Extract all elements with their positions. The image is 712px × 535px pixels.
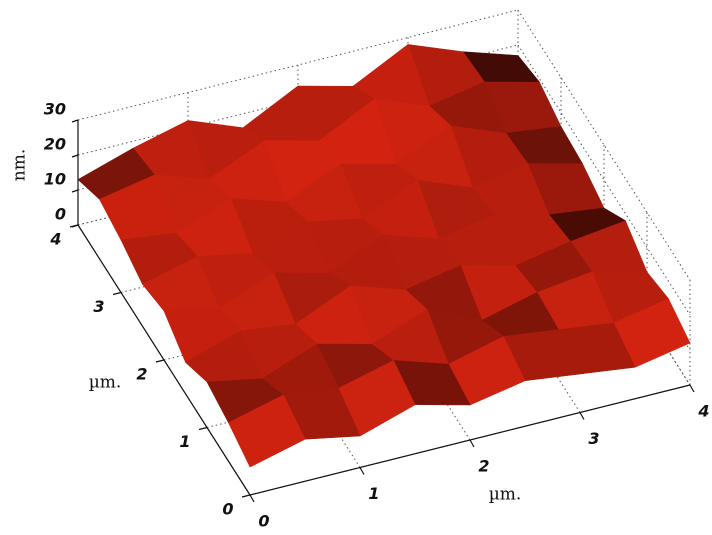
surface-patch: [228, 394, 306, 468]
z-tick: [71, 154, 79, 158]
grid-line: [517, 9, 691, 281]
y-tick-label: 2: [136, 365, 147, 384]
z-tick-label: 10: [44, 170, 66, 189]
z-tick: [71, 189, 79, 193]
x-tick-label: 0: [258, 512, 269, 531]
y-tick: [112, 291, 122, 296]
x-tick: [359, 467, 365, 475]
y-tick-label: 0: [222, 500, 233, 519]
x-tick-label: 3: [588, 429, 599, 448]
z-tick-label: 20: [44, 135, 66, 154]
x-tick: [469, 439, 475, 448]
y-tick-label: 3: [93, 297, 104, 316]
y-tick-label: 4: [49, 230, 61, 249]
z-tick-label: 30: [44, 100, 66, 119]
x-tick-label: 4: [697, 402, 709, 421]
y-axis-label: µm.: [89, 373, 122, 393]
z-tick: [71, 224, 79, 228]
x-axis-label: µm.: [489, 485, 522, 505]
x-tick: [249, 494, 255, 503]
x-tick-label: 1: [368, 484, 379, 503]
z-tick: [71, 119, 79, 123]
y-tick: [155, 359, 165, 363]
x-tick: [689, 384, 695, 393]
y-tick-label: 1: [179, 432, 190, 451]
grid-line: [517, 44, 691, 316]
y-tick: [241, 494, 251, 498]
y-tick: [198, 426, 208, 431]
z-axis-label: nm.: [10, 149, 30, 181]
z-tick-label: 0: [55, 205, 66, 224]
x-tick: [579, 412, 585, 420]
x-tick-label: 2: [478, 457, 489, 476]
